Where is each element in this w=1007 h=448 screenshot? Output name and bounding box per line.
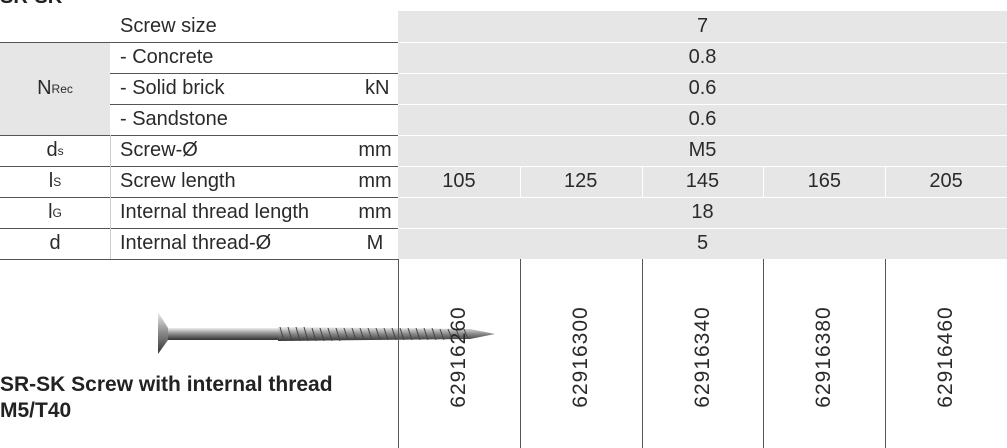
row-divider [0, 42, 398, 43]
column-divider [398, 259, 399, 448]
cell-value: M5 [688, 139, 717, 161]
column-divider [519, 259, 521, 448]
symbol: d [46, 139, 58, 161]
unit: mm [358, 201, 392, 223]
row-divider [398, 42, 1007, 43]
row-divider [398, 104, 1007, 105]
row-label: Internal thread length [120, 201, 310, 223]
symbol-subscript: G [52, 205, 62, 220]
row-divider [0, 135, 398, 136]
row-label: Screw-Ø [120, 139, 198, 161]
article-number: 62916260 [446, 306, 470, 408]
symbol-subscript: s [57, 143, 64, 158]
column-divider [641, 166, 643, 197]
row-label: Screw size [120, 15, 217, 37]
column-divider [519, 166, 521, 197]
column-divider [763, 166, 765, 197]
unit: kN [365, 77, 390, 99]
symbol-cell: N Rec [0, 42, 110, 135]
row-label: Internal thread-Ø [120, 232, 272, 254]
row-divider [110, 104, 398, 105]
symbol-subscript: Rec [51, 81, 73, 96]
row-divider [0, 166, 398, 167]
row-divider [398, 73, 1007, 74]
unit: mm [358, 170, 392, 192]
cell-value: 0.6 [688, 108, 717, 130]
row-label: Screw length [120, 170, 236, 192]
symbol: l [48, 170, 54, 192]
article-number: 62916340 [690, 306, 714, 408]
row-divider [398, 135, 1007, 136]
article-number: 62916460 [934, 306, 958, 408]
caption: SR-SK Screw with internal thread M5/T40 [0, 373, 333, 422]
cut-title: SR-SK [0, 0, 62, 9]
row-label: - Concrete [120, 46, 214, 68]
row-divider [0, 228, 398, 229]
column-divider [885, 259, 887, 448]
cell-value: 7 [696, 15, 709, 37]
row-divider [398, 228, 1007, 229]
row-divider [0, 197, 398, 198]
row-label: - Sandstone [120, 108, 228, 130]
column-divider [641, 259, 643, 448]
cell-value: 205 [929, 170, 963, 192]
article-number: 62916300 [568, 306, 592, 408]
symbol: N [37, 77, 52, 99]
row-label: - Solid brick [120, 77, 225, 99]
cell-value: 125 [564, 170, 598, 192]
cell-value: 5 [696, 232, 709, 254]
cell-value: 145 [685, 170, 720, 192]
symbol-subscript: S [53, 174, 62, 189]
screw-image [158, 312, 495, 354]
symbol: l [48, 201, 53, 223]
symbol: d [49, 232, 61, 254]
row-divider [0, 259, 398, 260]
symbol-cell: d [0, 228, 110, 259]
row-divider [398, 197, 1007, 198]
cell-value: 0.8 [688, 46, 717, 68]
row-divider [398, 166, 1007, 167]
column-divider [763, 259, 765, 448]
column-divider [885, 166, 887, 197]
cell-value: 18 [691, 201, 714, 223]
article-number: 62916380 [812, 306, 836, 408]
row-divider [398, 259, 1007, 260]
column-divider [110, 135, 111, 259]
cell-value: 105 [442, 170, 476, 192]
unit: M [366, 232, 384, 254]
row-divider [110, 73, 398, 74]
cell-value: 0.6 [688, 77, 717, 99]
cell-value: 165 [807, 170, 841, 192]
unit: mm [358, 139, 392, 161]
